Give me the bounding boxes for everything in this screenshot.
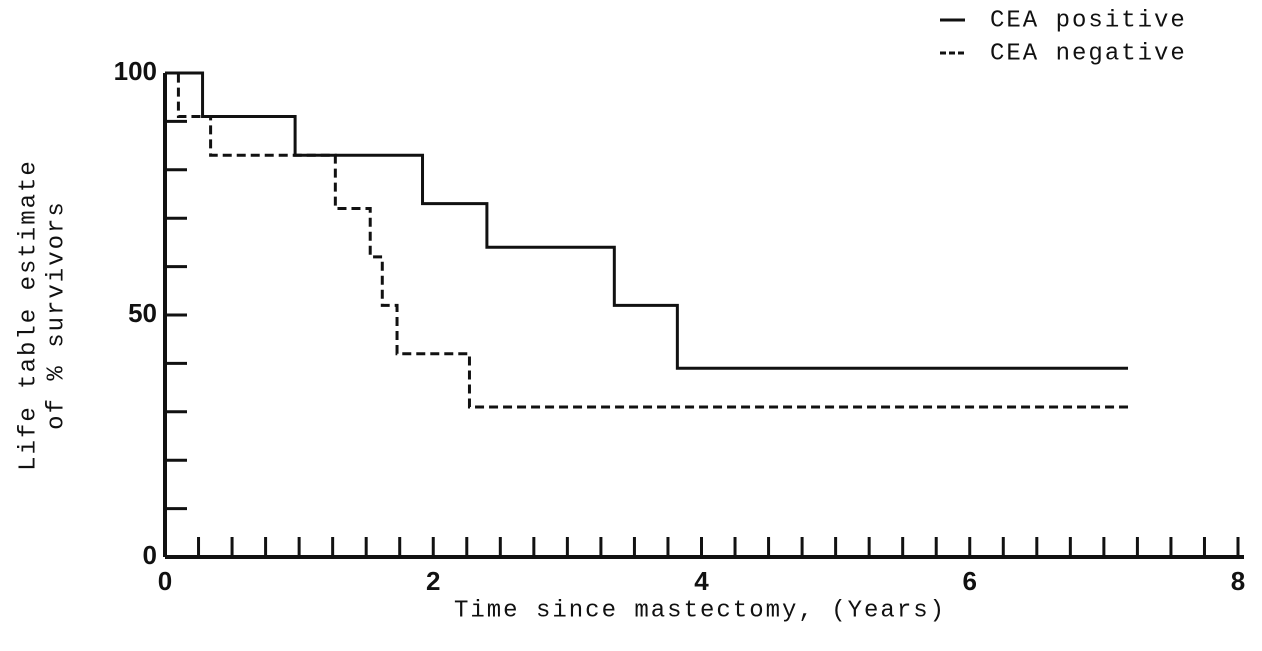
survival-line — [165, 71, 1129, 370]
legend-label: CEA negative — [990, 40, 1187, 67]
x-tick-label: 6 — [963, 566, 977, 596]
x-tick-label: 8 — [1231, 566, 1245, 596]
y-tick-label: 0 — [143, 540, 157, 570]
x-tick-label: 0 — [158, 566, 172, 596]
y-axis-label-line: of % survivors — [43, 200, 70, 430]
x-axis-label: Time since mastectomy, (Years) — [454, 597, 946, 624]
y-axis-label: Life table estimate of % survivors — [15, 159, 70, 471]
x-tick-label: 4 — [694, 566, 709, 596]
y-tick-label: 50 — [128, 298, 157, 328]
legend-label: CEA positive — [990, 7, 1187, 34]
y-tick-label: 100 — [114, 56, 157, 86]
y-axis-label-line: Life table estimate — [15, 159, 42, 471]
x-tick-label: 2 — [426, 566, 440, 596]
survival-line — [165, 71, 1129, 409]
